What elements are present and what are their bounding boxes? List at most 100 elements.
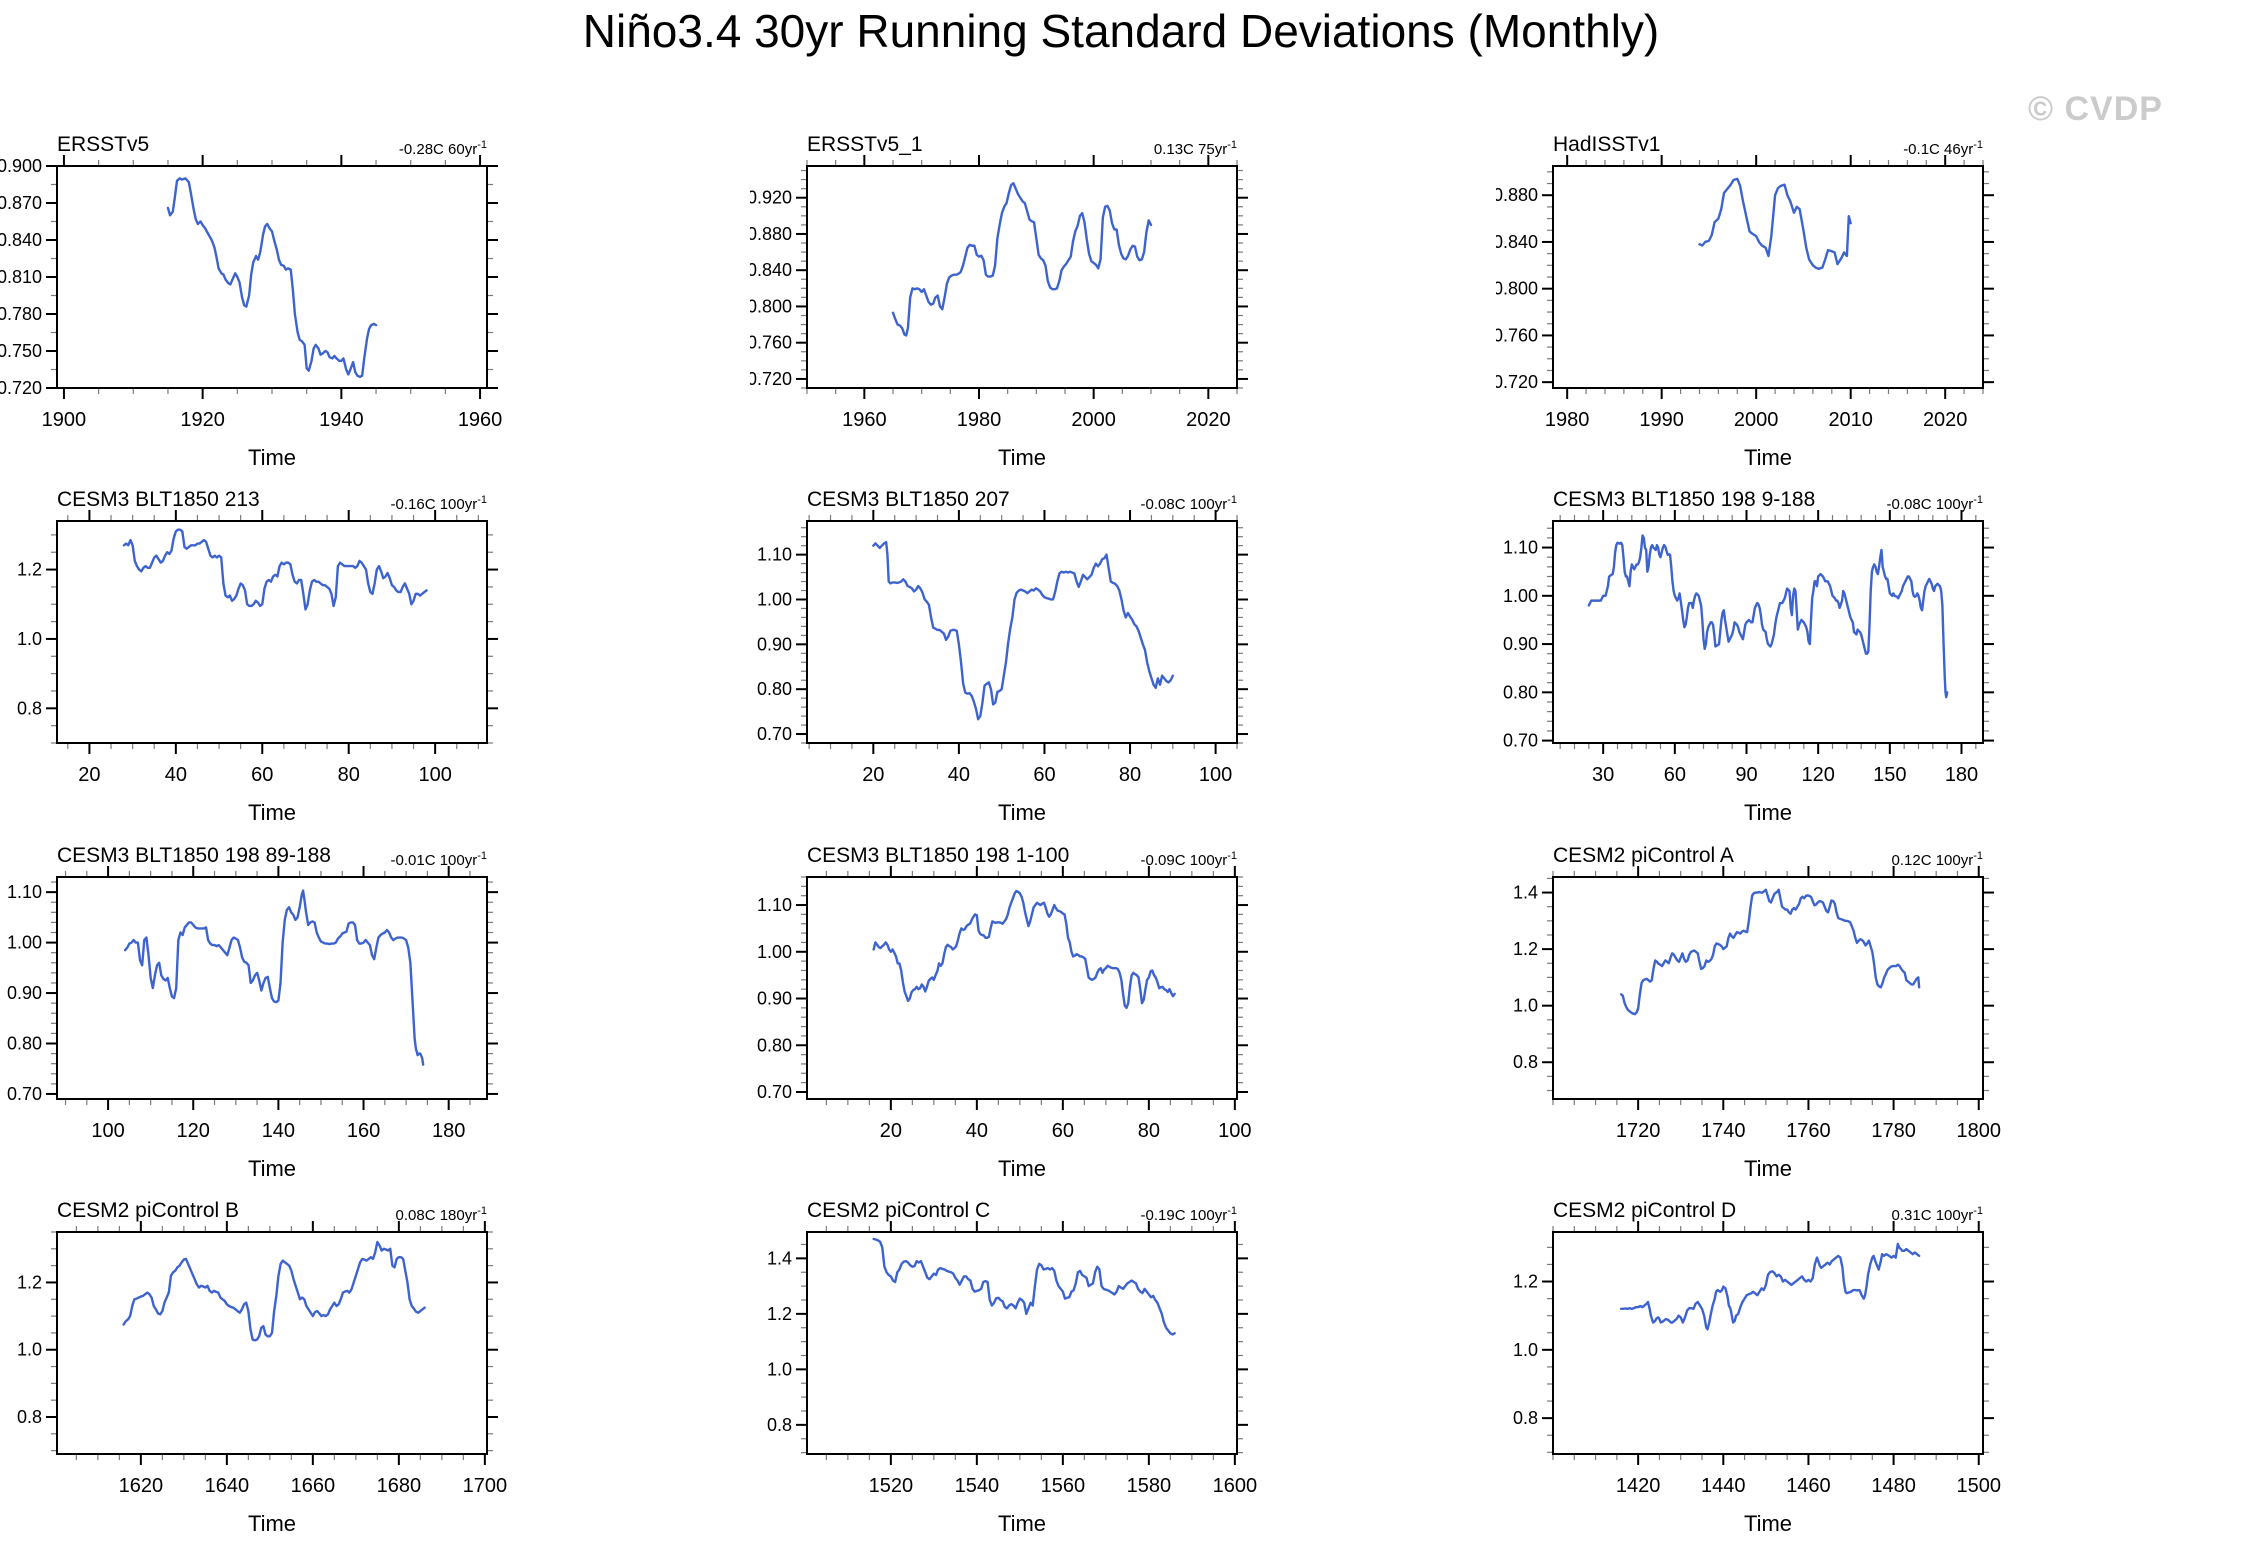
chart-panel: 30 60 90 120 150 180 0.70 0.80 0.90 1.00 1.10 CESM… [1496,466,2006,831]
panel-title: CESM2 piControl C [807,1199,991,1222]
y-tick-label: 0.720 [1496,372,1538,392]
x-tick-label: 160 [347,1120,380,1142]
panel-trend-annotation: -0.1C 46yr-1 [1553,139,1983,158]
series-line [122,1240,426,1342]
panel-trend-annotation: 0.08C 180yr-1 [57,1205,488,1224]
y-tick-label: 0.800 [750,296,792,316]
x-tick-label: 150 [1873,764,1906,786]
panel-title: ERSSTv5 [57,133,150,156]
x-tick-label: 1680 [377,1475,422,1497]
x-axis-label: Time [247,1511,297,1536]
y-tick-label: 0.750 [0,341,42,361]
plot-area: 1900 1920 1940 1960 0.720 0.750 0.780 0.810 0.84… [0,155,503,431]
x-tick-label: 80 [1119,764,1141,786]
chart-panel: 1420 1440 1460 1480 1500 0.8 1.0 1.2 CESM2 piCo… [1496,1177,2006,1542]
x-tick-label: 1800 [1956,1120,2001,1142]
trend-exponent: -1 [1973,139,1983,151]
x-tick-label: 140 [262,1120,295,1142]
series-line [872,889,1176,1010]
y-tick-label: 0.70 [757,1082,792,1102]
y-tick-label: 0.80 [757,679,792,699]
chart-panel: 1980 1990 2000 2010 2020 0.720 0.760 0.800 0.840… [1496,111,2006,476]
panel-title: CESM3 BLT1850 198 1-100 [807,844,1070,867]
x-tick-label: 1720 [1616,1120,1661,1142]
trend-value: -0.16C 100yr [390,496,478,513]
x-tick-label: 60 [1664,764,1686,786]
trend-exponent: -1 [1227,139,1237,151]
y-tick-label: 0.90 [7,983,42,1003]
y-tick-label: 1.2 [767,1304,792,1324]
y-tick-label: 1.10 [757,545,792,565]
series-line [1587,534,1949,699]
x-tick-label: 1480 [1871,1475,1916,1497]
x-tick-label: 1740 [1701,1120,1746,1142]
x-tick-label: 100 [1218,1120,1251,1142]
trend-value: 0.31C 100yr [1891,1207,1974,1224]
y-tick-label: 0.70 [757,724,792,744]
y-tick-label: 0.920 [750,188,792,208]
x-tick-label: 120 [1801,764,1834,786]
chart-panel: 1520 1540 1560 1580 1600 0.8 1.0 1.2 1.4 CESM2 p… [750,1177,1260,1542]
series-line [1698,177,1852,271]
x-tick-label: 40 [165,764,187,786]
x-tick-label: 30 [1592,764,1614,786]
trend-exponent: -1 [477,494,487,506]
x-tick-label: 40 [966,1120,988,1142]
trend-value: -0.01C 100yr [390,852,478,869]
y-tick-label: 0.870 [0,193,42,213]
trend-exponent: -1 [1227,494,1237,506]
x-tick-label: 60 [1052,1120,1074,1142]
x-tick-label: 1460 [1786,1475,1831,1497]
x-tick-label: 1520 [869,1475,914,1497]
x-tick-label: 1420 [1616,1475,1661,1497]
x-tick-label: 1960 [458,409,503,431]
y-tick-label: 0.760 [1496,325,1538,345]
y-tick-label: 1.00 [7,933,42,953]
x-tick-label: 100 [1199,764,1232,786]
x-tick-label: 1440 [1701,1475,1746,1497]
x-tick-label: 80 [1138,1120,1160,1142]
y-tick-label: 0.810 [0,267,42,287]
trend-value: -0.28C 60yr [398,141,478,158]
x-axis-label: Time [1743,445,1793,470]
x-tick-label: 80 [338,764,360,786]
y-tick-label: 0.840 [750,260,792,280]
panel-trend-annotation: -0.19C 100yr-1 [807,1205,1238,1224]
y-tick-label: 0.8 [1513,1052,1538,1072]
panel-trend-annotation: 0.31C 100yr-1 [1553,1205,1984,1224]
y-tick-label: 0.880 [750,224,792,244]
y-tick-label: 0.70 [1503,731,1538,751]
x-axis-label: Time [1743,1156,1793,1181]
y-tick-label: 1.10 [1503,538,1538,558]
y-tick-label: 0.900 [0,156,42,176]
y-tick-label: 0.840 [1496,232,1538,252]
y-tick-label: 0.80 [757,1035,792,1055]
x-tick-label: 1700 [463,1475,508,1497]
x-tick-label: 1940 [319,409,364,431]
x-tick-label: 20 [862,764,884,786]
trend-value: -0.08C 100yr [1886,496,1974,513]
trend-value: -0.1C 46yr [1903,141,1974,158]
plot-area: 1720 1740 1760 1780 1800 0.8 1.0 1.2 1.4 [1513,866,2001,1142]
y-tick-label: 1.0 [1513,1340,1538,1360]
trend-exponent: -1 [477,850,487,862]
x-tick-label: 1980 [1545,409,1590,431]
y-tick-label: 1.00 [757,942,792,962]
plot-area: 20 40 60 80 100 0.70 0.80 0.90 1.00 1.10 [757,866,1252,1142]
plot-area: 30 60 90 120 150 180 0.70 0.80 0.90 1.00 1.10 [1503,510,1994,786]
y-tick-label: 0.840 [0,230,42,250]
chart-panel: 1900 1920 1940 1960 0.720 0.750 0.780 0.810 0.84… [0,111,510,476]
panel-title: HadISSTv1 [1553,133,1661,156]
x-tick-label: 1660 [291,1475,336,1497]
series-line [123,889,425,1066]
page-title: Niño3.4 30yr Running Standard Deviations… [582,5,1660,57]
series-line [872,1237,1176,1336]
panel-trend-annotation: -0.09C 100yr-1 [807,850,1238,869]
chart-panel: 20 40 60 80 100 0.70 0.80 0.90 1.00 1.10 CESM3 BL… [750,466,1260,831]
panel-title: ERSSTv5_1 [807,133,923,156]
panel-trend-annotation: -0.16C 100yr-1 [57,494,488,513]
panel-trend-annotation: -0.01C 100yr-1 [57,850,488,869]
x-tick-label: 2010 [1828,409,1873,431]
y-tick-label: 0.780 [0,304,42,324]
panel-title: CESM3 BLT1850 207 [807,488,1010,511]
